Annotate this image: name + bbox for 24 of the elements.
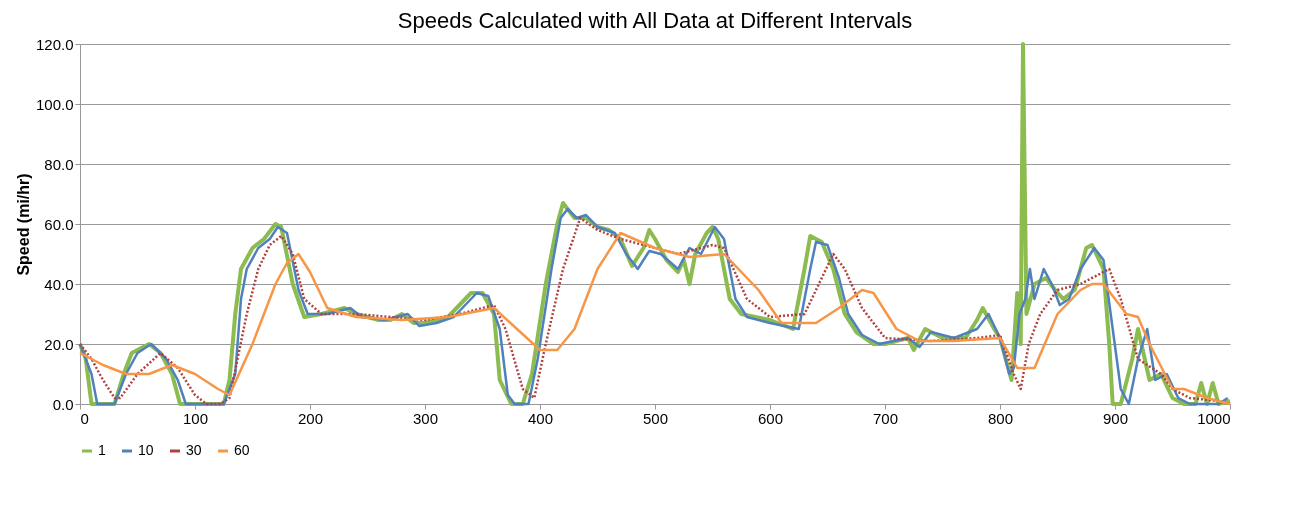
y-tick-label: 80.0 (44, 155, 74, 173)
y-tick-label: 100.0 (35, 95, 74, 113)
x-tick-label: 200 (297, 409, 324, 427)
legend-label: 60 (234, 442, 250, 458)
y-tick-label: 20.0 (44, 335, 74, 353)
y-tick-label: 60.0 (44, 215, 74, 233)
x-tick-label: 600 (757, 409, 784, 427)
legend-label: 30 (186, 442, 202, 458)
x-tick-label: 1000 (1197, 409, 1231, 427)
y-tick-label: 40.0 (44, 275, 74, 293)
legend-label: 1 (98, 442, 106, 458)
x-tick-label: 100 (182, 409, 209, 427)
x-tick-label: 900 (1102, 409, 1129, 427)
x-tick-label: 300 (412, 409, 439, 427)
y-tick-label: 120.0 (35, 35, 74, 53)
x-tick-label: 0 (80, 409, 89, 427)
x-tick-label: 800 (987, 409, 1014, 427)
legend-label: 10 (138, 442, 154, 458)
y-axis-title: Speed (mi/hr) (14, 173, 32, 276)
x-tick-label: 700 (872, 409, 899, 427)
chart-title: Speeds Calculated with All Data at Different Intervals (397, 8, 913, 33)
x-tick-label: 500 (642, 409, 669, 427)
x-tick-label: 400 (527, 409, 554, 427)
y-tick-label: 0.0 (52, 395, 74, 413)
